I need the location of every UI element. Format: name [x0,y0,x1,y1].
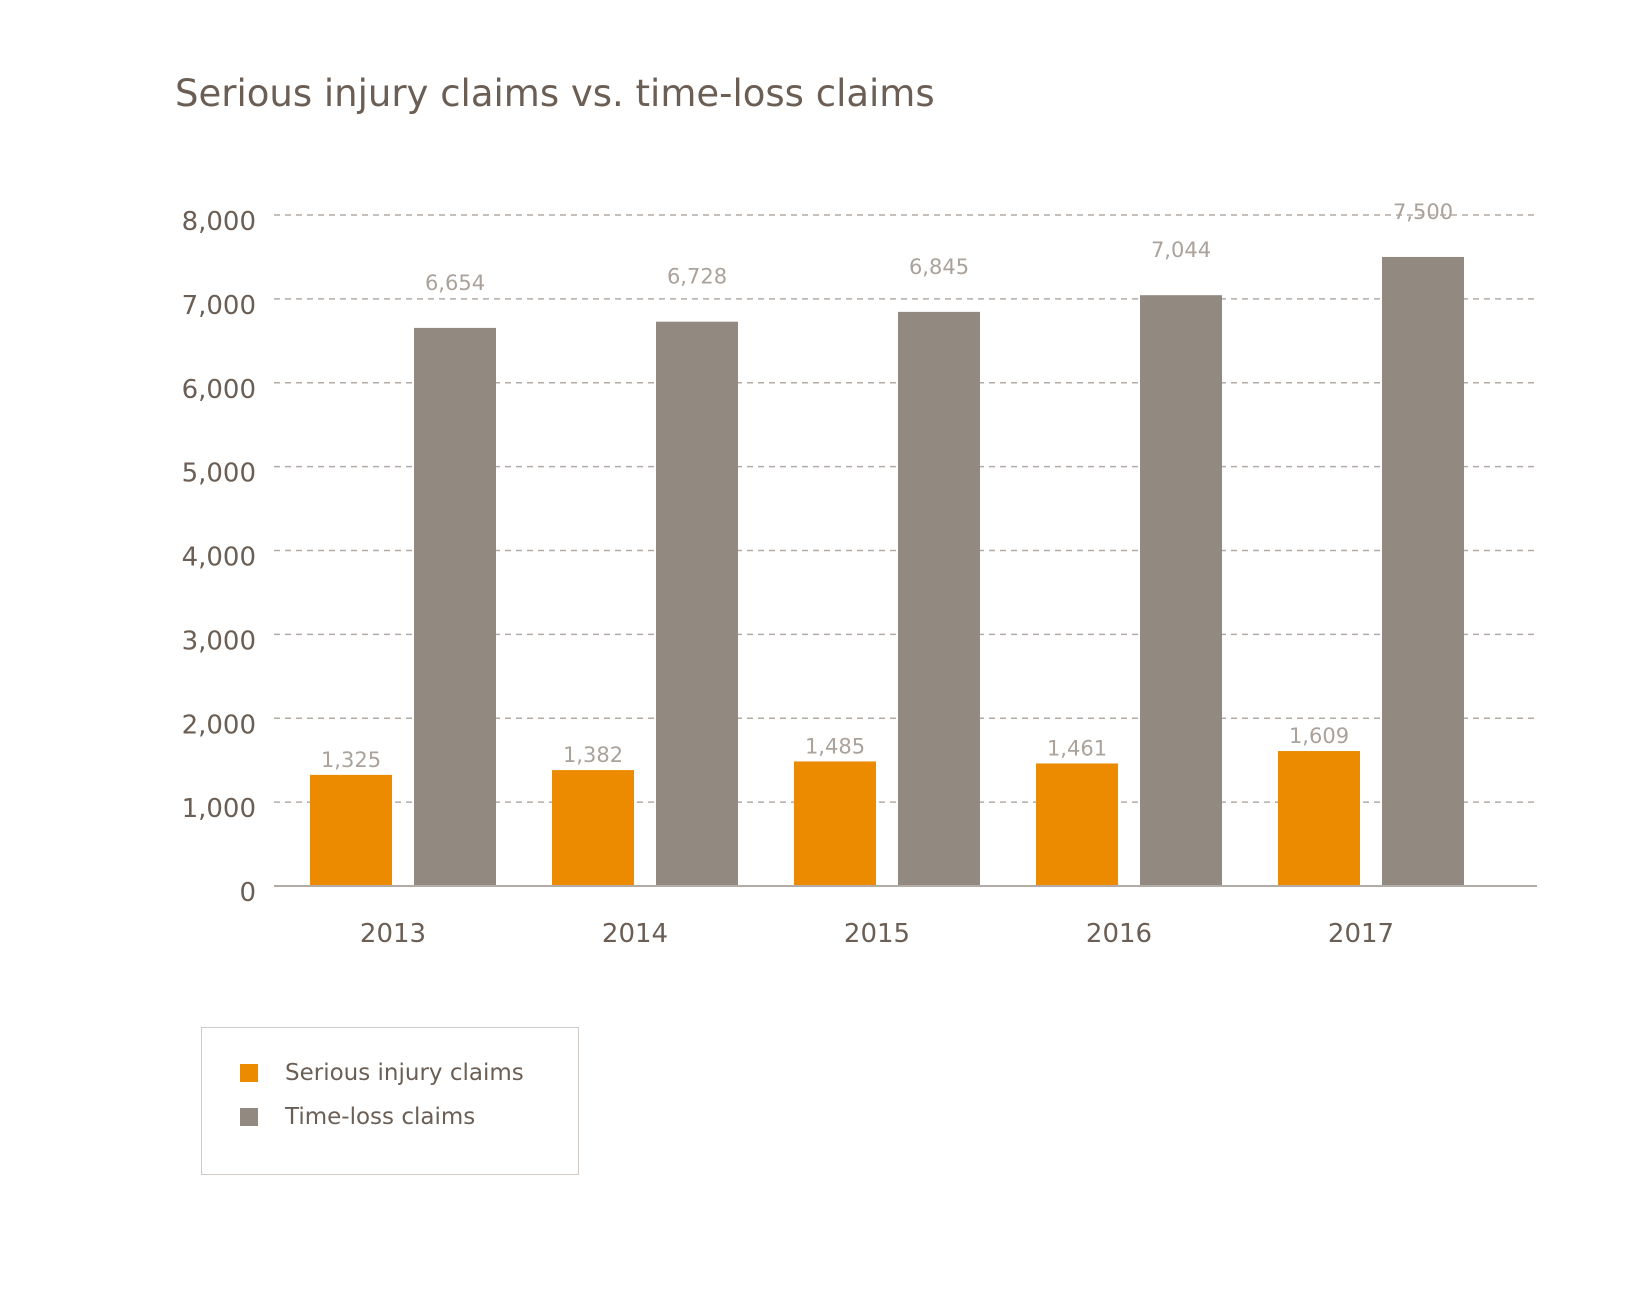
bar-serious [794,761,876,886]
data-label: 1,485 [805,734,865,758]
data-label: 6,845 [909,255,969,279]
y-tick-label: 2,000 [182,710,256,740]
x-tick-label: 2013 [360,919,426,949]
y-tick-label: 7,000 [182,291,256,321]
y-tick-label: 1,000 [182,794,256,824]
bar-timeloss [656,321,738,887]
x-tick-label: 2017 [1328,919,1394,949]
data-label: 1,609 [1289,724,1349,748]
data-label: 6,654 [425,271,485,295]
legend-swatch-timeloss [240,1108,258,1126]
y-tick-label: 3,000 [182,626,256,656]
bar-serious [552,770,634,886]
legend-label: Time-loss claims [285,1104,476,1130]
bar-timeloss [414,327,496,886]
y-tick-label: 8,000 [182,207,256,237]
data-label: 7,500 [1393,200,1453,224]
y-tick-label: 4,000 [182,543,256,573]
bar-serious [1036,763,1118,886]
legend: Serious injury claims Time-loss claims [201,1027,579,1175]
legend-label: Serious injury claims [285,1060,524,1086]
legend-item-serious: Serious injury claims [240,1060,524,1086]
bar-timeloss [1140,295,1222,886]
x-tick-label: 2015 [844,919,910,949]
y-tick-label: 5,000 [182,459,256,489]
bar-serious [1278,751,1360,886]
x-tick-label: 2016 [1086,919,1152,949]
bar-timeloss [898,311,980,886]
data-label: 1,461 [1047,736,1107,760]
x-tick-label: 2014 [602,919,668,949]
data-label: 6,728 [667,265,727,289]
chart-title: Serious injury claims vs. time-loss clai… [175,72,935,115]
data-label: 1,382 [563,743,623,767]
y-tick-label: 6,000 [182,375,256,405]
legend-swatch-serious [240,1064,258,1082]
data-label: 1,325 [321,748,381,772]
y-tick-label: 0 [239,878,256,908]
legend-item-timeloss: Time-loss claims [240,1104,475,1130]
data-label: 7,044 [1151,238,1211,262]
bar-serious [310,774,392,886]
bar-timeloss [1382,256,1464,886]
